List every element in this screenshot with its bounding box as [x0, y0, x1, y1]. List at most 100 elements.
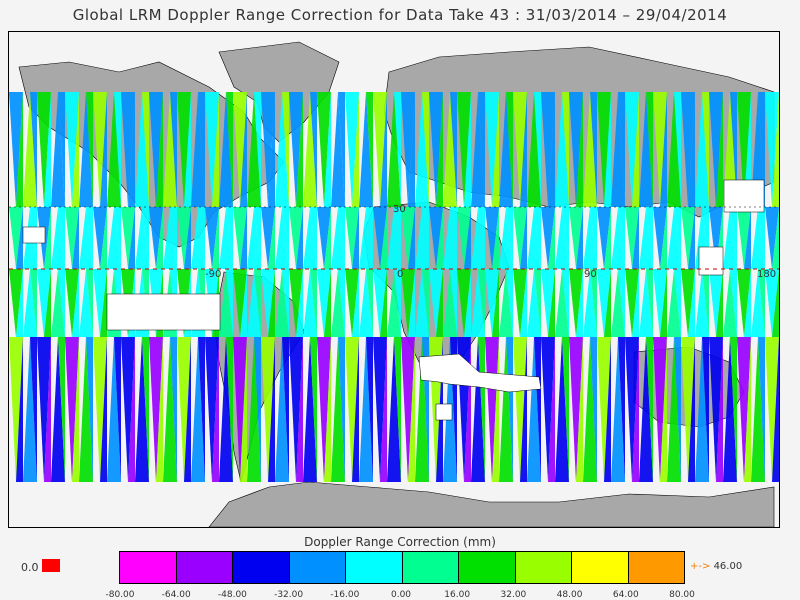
- swath-segment: [149, 207, 163, 269]
- colorbar-segment: [628, 552, 684, 583]
- swath-segment: [240, 269, 247, 337]
- swath-segment: [107, 207, 121, 269]
- swath-segment: [240, 337, 247, 482]
- swath-segment: [499, 92, 513, 207]
- swath-segment: [373, 337, 387, 482]
- swath-segment: [730, 269, 737, 337]
- swath-segment: [275, 269, 289, 337]
- no-data-south-atlantic: [435, 403, 453, 421]
- swath-segment: [499, 269, 513, 337]
- swath-segment: [191, 92, 205, 207]
- swath-segment: [576, 207, 583, 269]
- colorbar-tick-label: -80.00: [105, 590, 135, 600]
- swath-segment: [191, 337, 205, 482]
- swath-segment: [233, 269, 247, 337]
- swath-segment: [709, 269, 723, 337]
- colorbar-segment: [120, 552, 177, 583]
- swath-segment: [261, 337, 275, 482]
- swath-segment: [387, 337, 401, 482]
- swath-segment: [548, 269, 555, 337]
- swath-segment: [604, 92, 611, 207]
- swath-segment: [597, 269, 611, 337]
- swath-segment: [72, 269, 79, 337]
- swath-segment: [744, 269, 751, 337]
- swath-segment: [261, 269, 275, 337]
- swath-segment: [296, 207, 303, 269]
- swath-segment: [23, 92, 37, 207]
- swath-segment: [86, 337, 93, 482]
- swath-segment: [653, 92, 667, 207]
- swath-segment: [604, 269, 611, 337]
- map-title: Global LRM Doppler Range Correction for …: [72, 6, 728, 24]
- swath-segment: [660, 92, 667, 207]
- swath-segment: [716, 337, 723, 482]
- swath-segment: [30, 92, 37, 207]
- swath-segment: [737, 337, 751, 482]
- swath-segment: [289, 269, 303, 337]
- swath-segment: [611, 337, 625, 482]
- swath-segment: [359, 92, 373, 207]
- swath-segment: [303, 92, 317, 207]
- swath-segment: [310, 92, 317, 207]
- swath-segment: [709, 207, 723, 269]
- swath-segment: [394, 337, 401, 482]
- swath-segment: [527, 207, 541, 269]
- swath-segment: [359, 269, 373, 337]
- swath-segment: [100, 92, 107, 207]
- swath-segment: [79, 337, 93, 482]
- swath-segment: [450, 92, 457, 207]
- swath-segment: [429, 269, 443, 337]
- swath-segment: [331, 207, 345, 269]
- swath-segment: [660, 207, 667, 269]
- swath-segment: [37, 337, 51, 482]
- swath-segment: [121, 207, 135, 269]
- swath-segment: [583, 269, 597, 337]
- swath-segment: [324, 269, 331, 337]
- swath-segment: [471, 337, 485, 482]
- swath-segment: [737, 92, 751, 207]
- swath-segment: [751, 337, 765, 482]
- swath-segment: [247, 337, 261, 482]
- swath-segment: [37, 269, 51, 337]
- swath-segment: [415, 207, 429, 269]
- swath-segment: [380, 269, 387, 337]
- swath-segment: [772, 269, 779, 337]
- swath-segment: [9, 337, 23, 482]
- swath-segment: [219, 337, 233, 482]
- swath-segment: [611, 269, 625, 337]
- swath-segment: [765, 207, 779, 269]
- swath-segment: [772, 207, 779, 269]
- swath-segment: [282, 92, 289, 207]
- swath-segment: [184, 337, 191, 482]
- swath-segment: [632, 337, 639, 482]
- swath-segment: [639, 207, 653, 269]
- swath-segment: [93, 337, 107, 482]
- swath-segment: [583, 92, 597, 207]
- swath-segment: [401, 92, 415, 207]
- swath-segment: [226, 92, 233, 207]
- swath-segment: [9, 269, 23, 337]
- swath-segment: [65, 92, 79, 207]
- swath-segment: [373, 207, 387, 269]
- swath-segment: [422, 207, 429, 269]
- swath-segment: [184, 207, 191, 269]
- colorbar-segment: [459, 552, 516, 583]
- swath-segment: [590, 207, 597, 269]
- swath-segment: [513, 92, 527, 207]
- swath-segment: [310, 337, 317, 482]
- swath-segment: [632, 207, 639, 269]
- swath-segment: [534, 92, 541, 207]
- swath-segment: [625, 337, 639, 482]
- swath-segment: [212, 207, 219, 269]
- swath-segment: [562, 207, 569, 269]
- swath-segment: [226, 207, 233, 269]
- swath-segment: [429, 92, 443, 207]
- swath-segment: [23, 337, 37, 482]
- swath-segment: [653, 337, 667, 482]
- swath-segment: [583, 337, 597, 482]
- swath-segment: [695, 337, 709, 482]
- swath-segment: [562, 92, 569, 207]
- swath-segment: [765, 92, 779, 207]
- swath-segment: [352, 207, 359, 269]
- swath-segment: [646, 207, 653, 269]
